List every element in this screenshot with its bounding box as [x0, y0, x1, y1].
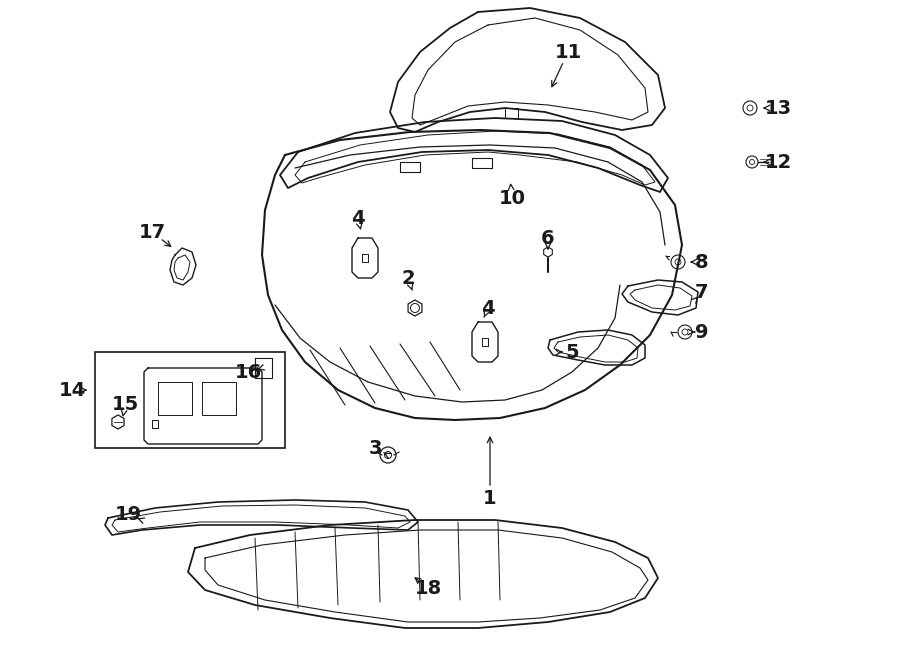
Text: 15: 15 — [112, 395, 139, 414]
Text: 19: 19 — [114, 506, 141, 524]
Text: 17: 17 — [139, 223, 166, 241]
Text: 13: 13 — [764, 98, 792, 118]
Text: 6: 6 — [541, 229, 554, 247]
Text: 4: 4 — [351, 208, 364, 227]
Text: 4: 4 — [482, 299, 495, 317]
Text: 3: 3 — [368, 438, 382, 457]
Bar — [95, 352, 285, 448]
Text: 14: 14 — [58, 381, 86, 399]
Text: 1: 1 — [483, 488, 497, 508]
Text: 10: 10 — [499, 188, 526, 208]
Text: 2: 2 — [401, 268, 415, 288]
Text: 5: 5 — [565, 342, 579, 362]
Text: 16: 16 — [234, 362, 262, 381]
Text: 18: 18 — [414, 578, 442, 598]
Text: 9: 9 — [695, 323, 709, 342]
Text: 11: 11 — [554, 42, 581, 61]
Text: 12: 12 — [764, 153, 792, 171]
Text: 8: 8 — [695, 253, 709, 272]
Text: 7: 7 — [695, 282, 709, 301]
